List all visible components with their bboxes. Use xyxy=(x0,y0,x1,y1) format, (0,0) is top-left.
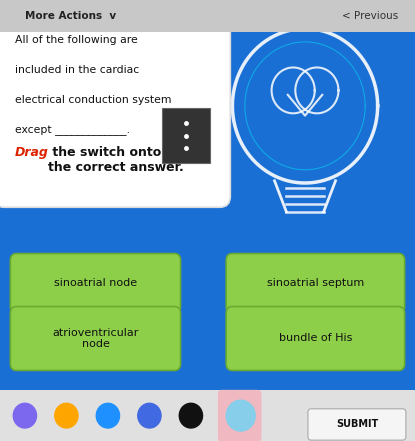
FancyBboxPatch shape xyxy=(0,9,230,207)
Circle shape xyxy=(138,403,161,428)
Text: electrical conduction system: electrical conduction system xyxy=(15,95,171,105)
FancyBboxPatch shape xyxy=(0,0,415,32)
Text: except _____________.: except _____________. xyxy=(15,125,129,136)
Text: atrioventricular
node: atrioventricular node xyxy=(52,328,139,349)
Circle shape xyxy=(179,403,203,428)
Text: SUBMIT: SUBMIT xyxy=(336,419,378,430)
Text: More Actions  v: More Actions v xyxy=(25,11,116,21)
Circle shape xyxy=(226,400,255,431)
Text: Drag: Drag xyxy=(15,146,49,158)
Text: All of the following are: All of the following are xyxy=(15,35,137,45)
FancyBboxPatch shape xyxy=(0,390,415,441)
FancyBboxPatch shape xyxy=(218,390,261,441)
Text: sinoatrial septum: sinoatrial septum xyxy=(267,278,364,288)
Text: included in the cardiac: included in the cardiac xyxy=(15,65,139,75)
Circle shape xyxy=(55,403,78,428)
Circle shape xyxy=(13,403,37,428)
FancyBboxPatch shape xyxy=(226,254,405,313)
Text: < Previous: < Previous xyxy=(342,11,398,21)
FancyBboxPatch shape xyxy=(10,306,181,370)
Circle shape xyxy=(96,403,120,428)
Text: bundle of His: bundle of His xyxy=(279,333,352,344)
Text: sinoatrial node: sinoatrial node xyxy=(54,278,137,288)
FancyBboxPatch shape xyxy=(226,306,405,370)
FancyBboxPatch shape xyxy=(0,32,415,390)
Text: the switch onto
the correct answer.: the switch onto the correct answer. xyxy=(48,146,183,173)
FancyBboxPatch shape xyxy=(162,108,210,163)
FancyBboxPatch shape xyxy=(10,254,181,313)
FancyBboxPatch shape xyxy=(308,409,406,440)
